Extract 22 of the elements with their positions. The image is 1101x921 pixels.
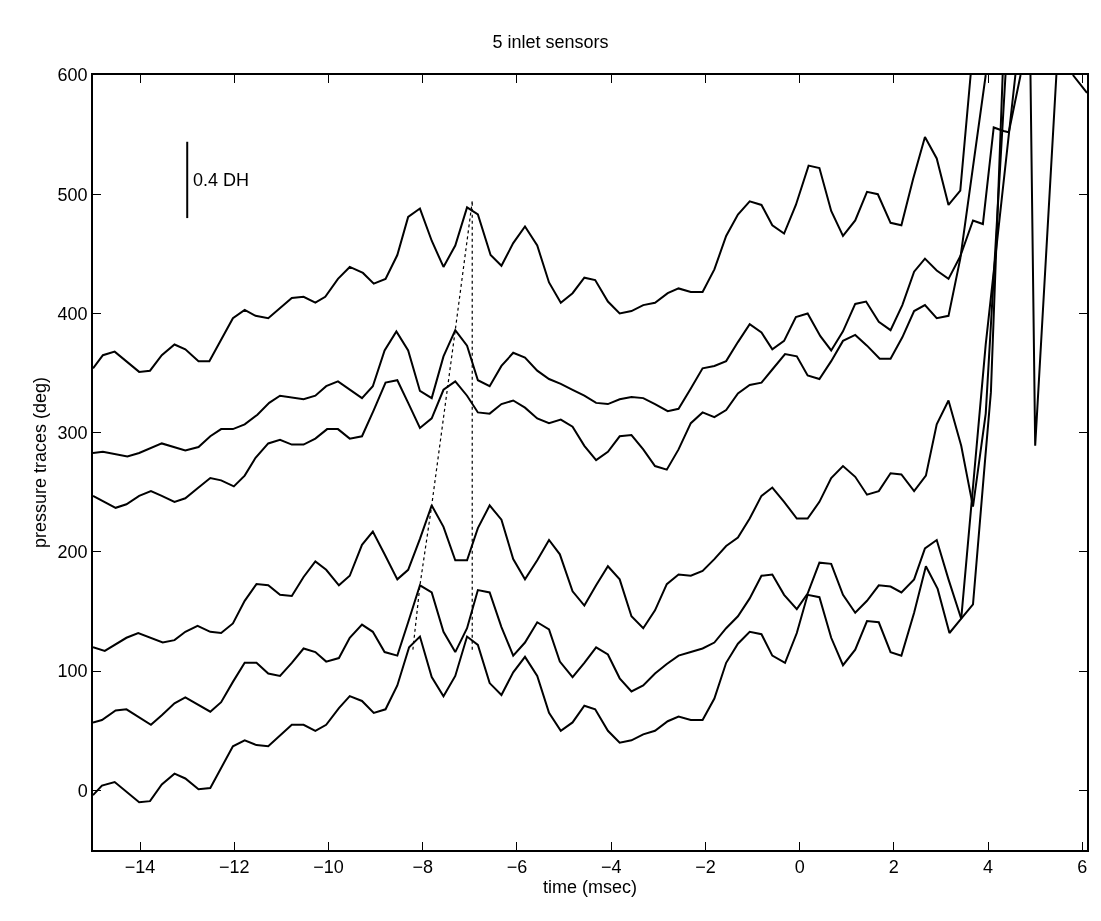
x-tick-label: −14 — [124, 857, 156, 878]
y-tick-label: 600 — [57, 65, 88, 86]
y-tick-label: 200 — [57, 542, 88, 563]
x-tick-label: −4 — [600, 857, 622, 878]
x-tick-label: −10 — [313, 857, 344, 878]
y-tick-label: 500 — [57, 184, 88, 205]
chart-title: 5 inlet sensors — [492, 31, 609, 52]
x-tick-label: 4 — [983, 857, 994, 878]
x-tick-label: −6 — [506, 857, 528, 878]
annotation: 0.4 DH — [193, 170, 250, 190]
x-tick-label: −8 — [412, 857, 434, 878]
y-tick-label: 100 — [57, 661, 88, 682]
y-tick-label: 0 — [77, 780, 88, 801]
x-axis-title: time (msec) — [543, 877, 637, 898]
y-axis-title: pressure traces (deg) — [30, 376, 51, 549]
x-tick-label: 2 — [888, 857, 899, 878]
x-tick-label: −2 — [695, 857, 716, 878]
x-tick-label: 6 — [1077, 857, 1088, 878]
y-tick-label: 400 — [57, 303, 88, 324]
y-tick-label: 300 — [57, 422, 88, 443]
x-tick-label: −12 — [219, 857, 250, 878]
x-tick-label: 0 — [794, 857, 805, 878]
